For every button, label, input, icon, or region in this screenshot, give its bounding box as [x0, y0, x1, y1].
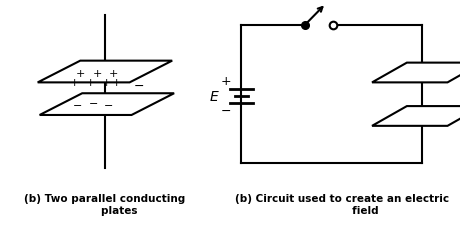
Text: −: −	[134, 79, 144, 92]
Text: +: +	[86, 78, 95, 88]
Text: −: −	[104, 101, 113, 111]
Text: +: +	[112, 78, 121, 88]
Text: +: +	[69, 78, 79, 88]
Text: +: +	[109, 69, 118, 79]
Text: (b) Circuit used to create an electric
             field: (b) Circuit used to create an electric f…	[235, 193, 449, 215]
Text: −: −	[111, 109, 120, 119]
Text: −: −	[66, 109, 76, 119]
Polygon shape	[37, 61, 172, 83]
Text: −: −	[221, 105, 231, 118]
Text: +: +	[102, 78, 111, 88]
Text: −: −	[81, 109, 90, 119]
Polygon shape	[40, 94, 174, 116]
Polygon shape	[372, 107, 474, 126]
Text: −: −	[73, 101, 82, 111]
Text: +: +	[92, 69, 102, 79]
Text: −: −	[95, 109, 105, 119]
Polygon shape	[372, 63, 474, 83]
Text: −: −	[89, 99, 98, 109]
Text: E: E	[210, 89, 219, 103]
Text: +: +	[76, 69, 85, 79]
Text: +: +	[220, 75, 231, 88]
Text: (b) Two parallel conducting
        plates: (b) Two parallel conducting plates	[24, 193, 185, 215]
